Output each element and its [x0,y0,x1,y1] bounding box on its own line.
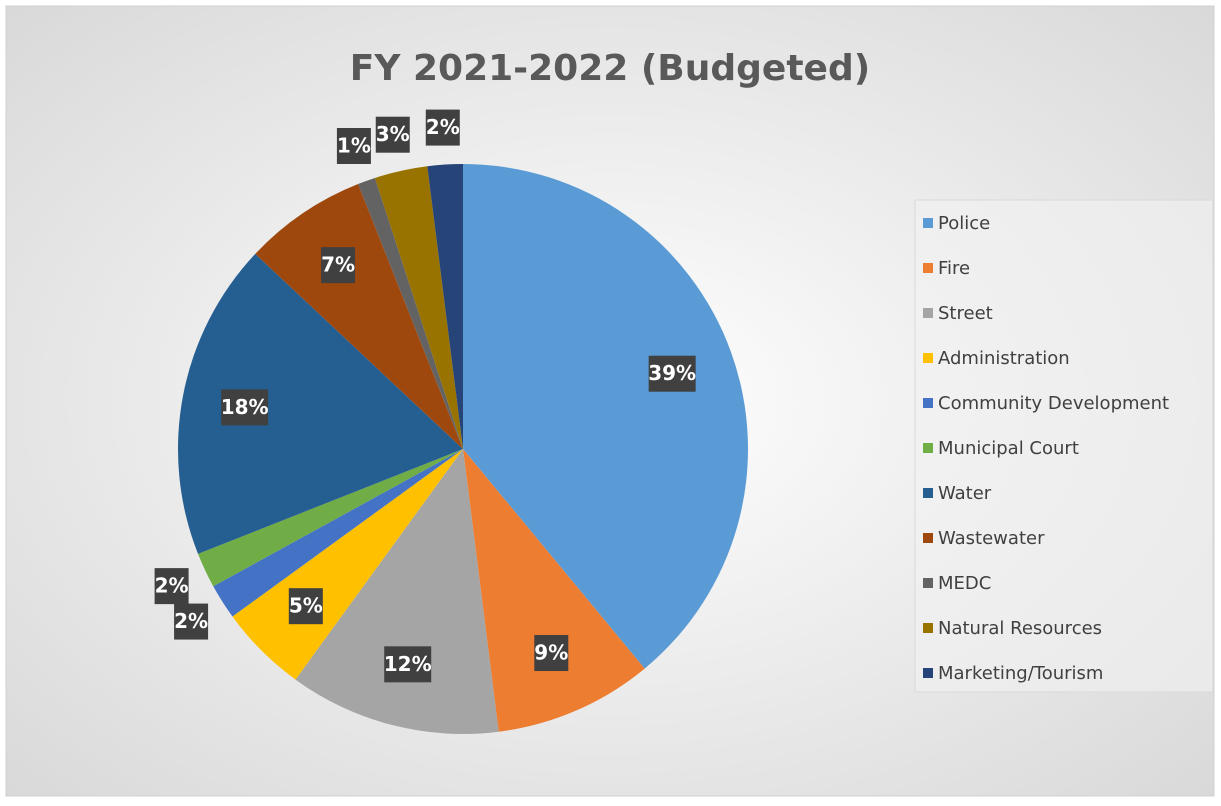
legend-swatch [923,443,933,453]
legend-label: Police [938,213,990,234]
label-box [648,355,696,392]
legend-label: Fire [938,258,970,279]
pie-slice [198,449,463,587]
pie-slice [427,164,463,449]
label-box [336,127,371,164]
pie-slice [358,177,463,449]
chart-title: FY 2021-2022 (Budgeted) [350,48,870,89]
legend-swatch [923,668,933,678]
label-box [154,568,189,605]
pie-slice [213,449,463,617]
label-box [375,116,410,153]
legend-label: Natural Resources [938,618,1102,639]
legend-swatch [923,398,933,408]
legend-label: MEDC [938,573,991,594]
data-label: 2% [174,609,208,633]
pie-slice [295,449,499,734]
legend-swatch [923,578,933,588]
pie-slice [463,164,749,669]
data-label: 3% [376,122,410,146]
legend-label: Administration [938,348,1070,369]
legend-swatch [923,263,933,273]
legend-swatch [923,623,933,633]
label-box [321,247,356,284]
legend-label: Marketing/Tourism [938,663,1103,684]
data-label: 1% [337,133,371,157]
label-box [534,635,569,672]
pie-slice [463,449,645,732]
legend-swatch [923,308,933,318]
legend-label: Municipal Court [938,438,1079,459]
data-label: 9% [534,641,568,665]
legend-swatch [923,533,933,543]
pie-slice [177,253,463,554]
data-label: 2% [426,115,460,139]
data-label: 12% [384,652,432,676]
label-box [174,603,209,640]
legend-label: Community Development [938,393,1169,414]
legend-label: Water [938,483,992,504]
data-label: 39% [648,361,696,385]
label-box [425,109,460,146]
legend-swatch [923,218,933,228]
data-label: 18% [221,395,269,419]
legend-box [914,199,1214,693]
data-label: 5% [289,594,323,618]
legend-swatch [923,353,933,363]
data-label: 2% [155,574,189,598]
label-box [384,646,432,683]
data-label: 7% [321,253,355,277]
legend-swatch [923,488,933,498]
legend-label: Wastewater [938,528,1045,549]
label-box [221,389,269,426]
legend-label: Street [938,303,993,324]
label-box [288,588,323,625]
pie-slice [255,184,463,449]
pie-slice [374,166,463,449]
